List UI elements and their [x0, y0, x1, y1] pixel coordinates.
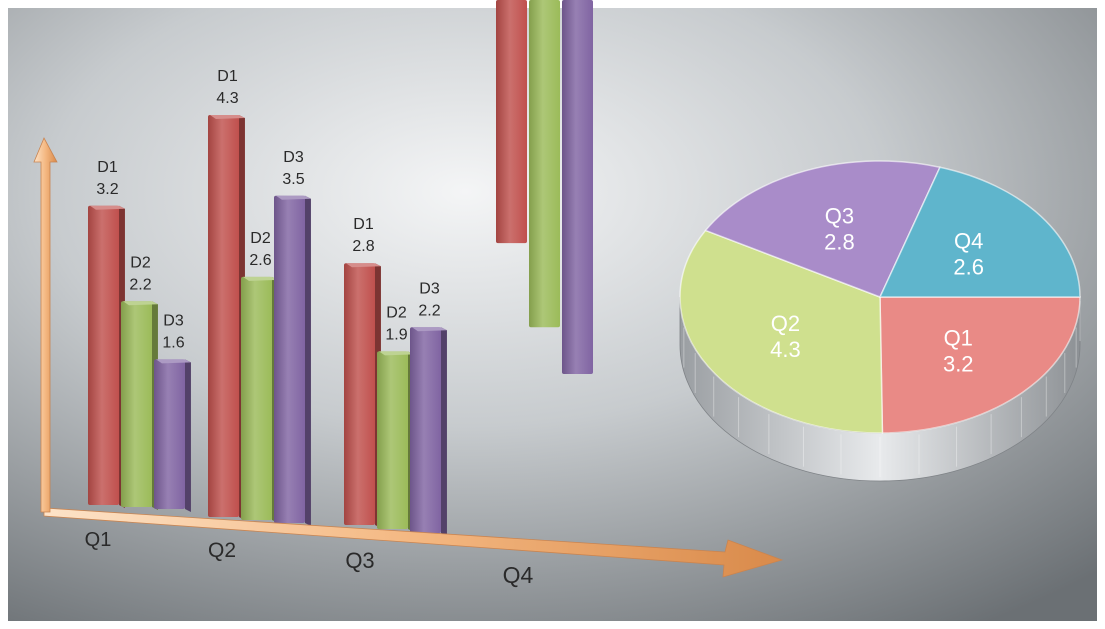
pie-slice-label: Q3 [825, 203, 854, 228]
bar-series-label: D2 [538, 0, 559, 4]
pie-value-label: 3.2 [943, 352, 974, 377]
pie-chart: Q13.2 Q24.3 Q32.8 Q42.6 [679, 160, 1081, 482]
pie-slice-q1 [879, 296, 1081, 434]
x-tick-labels: Q1 Q2 Q3 Q4 [85, 529, 534, 588]
bar-q4-d3 [562, 0, 593, 374]
bar-value-label: 1.6 [162, 334, 184, 351]
bar-series-label: D3 [163, 312, 184, 329]
bar-value-label: 2.2 [129, 276, 151, 293]
pie-slice-q4 [878, 166, 1081, 298]
y-axis [33, 137, 58, 513]
bar-series-label: D2 [386, 304, 407, 321]
bar-series-label: D1 [505, 0, 526, 4]
pie-value-label: 4.3 [770, 337, 801, 362]
bar-series-label: D1 [97, 159, 118, 176]
bar-q2-d2 [241, 276, 278, 523]
bar-series-label: D2 [250, 230, 271, 247]
bar-value-label: 3.2 [96, 181, 118, 198]
pie-slice-label: Q1 [944, 326, 973, 351]
pie-value-label: 2.8 [824, 229, 855, 254]
y-axis-arrow [33, 137, 58, 513]
bar-series-label: D3 [283, 149, 304, 166]
pie-value-label: 2.6 [953, 255, 984, 280]
x-axis-arrow [43, 507, 784, 578]
pie-slice-q2 [679, 229, 884, 434]
pie-slice-label: Q4 [954, 229, 983, 254]
bar-q3-d3 [410, 327, 447, 536]
bar-series-label: D1 [353, 216, 374, 233]
bar-q4-d2 [529, 0, 560, 328]
bar-value-label: 4 [577, 0, 586, 4]
bar-value-label: 4.3 [216, 90, 238, 107]
bar-series-label: D1 [217, 68, 238, 85]
bar-q1-d1 [88, 205, 125, 509]
x-axis [43, 507, 784, 578]
bar-q3-d1 [344, 263, 381, 528]
x-tick-label: Q2 [208, 539, 236, 562]
bar-q4-d1 [496, 0, 527, 244]
bar-value-label: 3.5 [282, 171, 304, 188]
bar-value-label: 2.6 [504, 0, 526, 4]
bar-q3-d2 [377, 351, 414, 532]
pie-slice-q3 [704, 160, 942, 298]
bar-value-label: 3.5 [537, 0, 559, 4]
bar-q2-d1 [208, 114, 245, 520]
bar-q1-d2 [121, 301, 158, 510]
bar-chart: D1 3.2 D2 2.2 D3 1.6 D1 4.3 D2 2.6 D3 3.5 D1 2.8 D2 1.9… [88, 0, 593, 536]
bar-series-label: D3 [419, 280, 440, 297]
x-tick-label: Q1 [85, 529, 112, 551]
x-tick-label: Q3 [345, 548, 374, 573]
bar-value-label: 2.6 [249, 252, 271, 269]
bar-q1-d3 [154, 359, 191, 512]
bar-value-label: 2.2 [418, 302, 440, 319]
pie-slice-label: Q2 [771, 311, 800, 336]
x-tick-label: Q4 [503, 562, 534, 588]
bar-series-label: D2 [130, 254, 151, 271]
bar-series-label: D3 [571, 0, 592, 4]
bar-value-label: 2.8 [352, 238, 374, 255]
bar-q2-d3 [274, 195, 311, 526]
bar-value-label: 1.9 [385, 326, 407, 343]
